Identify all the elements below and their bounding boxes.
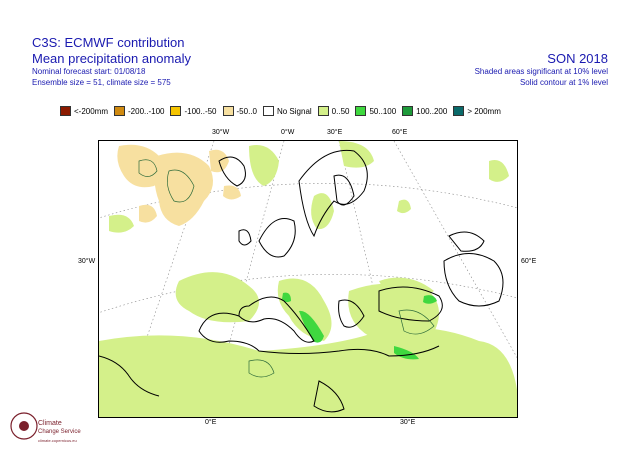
coastline: [258, 218, 296, 258]
legend-item: -200..-100: [114, 106, 164, 116]
wet-anomaly-patch: [489, 160, 509, 182]
logo-text-climate: Climate: [38, 420, 62, 427]
legend-label: No Signal: [276, 106, 312, 116]
wet-anomaly-patch: [109, 214, 134, 233]
coastline: [333, 174, 355, 206]
coastline: [448, 231, 485, 252]
wet-anomaly-patch: [348, 283, 439, 345]
contour: [248, 359, 275, 378]
legend-label: > 200mm: [467, 106, 501, 116]
wet-anomaly-patch: [397, 199, 411, 214]
coastline: [218, 156, 246, 187]
legend-swatch: [317, 106, 329, 116]
legend-item: 50..100: [355, 106, 396, 116]
wet-anomaly-patch: [277, 278, 332, 341]
contour-significance-note: Solid contour at 1% level: [519, 78, 608, 87]
legend-label: 0..50: [331, 106, 350, 116]
coastline: [198, 312, 440, 357]
logo-text-url: climate.copernicus.eu: [38, 438, 77, 443]
anomaly-map: [98, 140, 518, 418]
legend-item: 100..200: [402, 106, 447, 116]
legend-item: <-200mm: [60, 106, 108, 116]
dry-anomaly-patch: [223, 185, 241, 200]
wet-anomaly-patch: [339, 141, 374, 168]
legend-swatch: [355, 106, 367, 116]
legend-swatch: [262, 106, 274, 116]
wet-anomaly-patch: [311, 193, 334, 230]
legend-item: No Signal: [262, 106, 312, 116]
coastlines: [99, 149, 504, 413]
coastline: [338, 299, 365, 328]
coastline: [378, 286, 443, 322]
legend-item: > 200mm: [453, 106, 501, 116]
chart-subtitle: Mean precipitation anomaly: [32, 51, 191, 66]
legend-swatch: [60, 106, 71, 116]
legend-label: 100..200: [416, 106, 448, 116]
legend-swatch: [453, 106, 465, 116]
shaded-significance-note: Shaded areas significant at 10% level: [474, 67, 608, 76]
dry-anomaly-patch: [139, 204, 157, 223]
bottom-label-30e: 30°E: [400, 419, 416, 426]
legend-label: -100..-50: [184, 106, 217, 116]
ensemble-size-text: Ensemble size = 51, climate size = 575: [32, 78, 171, 87]
copernicus-logo: [10, 412, 38, 440]
legend-item: -100..-50: [170, 106, 217, 116]
forecast-start-text: Nominal forecast start: 01/08/18: [32, 67, 146, 76]
legend-label: -50..0: [236, 106, 257, 116]
strong-wet-patch: [423, 295, 437, 304]
coastline: [443, 253, 504, 307]
wet-anomaly-patch: [379, 277, 434, 300]
graticule-line: [99, 183, 517, 219]
contour: [398, 309, 435, 335]
wet-anomaly-areas: [99, 141, 517, 417]
legend-swatch: [114, 106, 126, 116]
coastline: [99, 355, 160, 397]
coastline: [238, 229, 252, 246]
lon-label-60e: 60°E: [392, 129, 408, 136]
dry-anomaly-patch: [117, 144, 163, 188]
significance-contours: [138, 159, 435, 378]
logo-core: [19, 421, 29, 431]
dry-anomaly-patch: [154, 152, 213, 226]
wet-anomaly-patch: [99, 327, 517, 417]
chart-title: C3S: ECMWF contribution: [32, 35, 185, 50]
coastline: [298, 149, 368, 238]
strong-wet-patch: [299, 310, 324, 343]
legend-swatch: [170, 106, 182, 116]
left-edge-label: 30°W: [78, 258, 96, 265]
map-canvas: [99, 141, 517, 417]
logo-text-service: Change Service: [38, 429, 81, 435]
lon-label-0: 0°W: [281, 129, 295, 136]
wet-anomaly-patch: [175, 272, 259, 323]
contour: [138, 159, 158, 177]
legend-swatch: [402, 106, 414, 116]
coastline: [313, 380, 345, 413]
color-legend: <-200mm -200..-100 -100..-50 -50..0 No S…: [60, 106, 507, 116]
season-label: SON 2018: [547, 51, 608, 66]
legend-label: -200..-100: [128, 106, 165, 116]
contour: [167, 169, 195, 203]
legend-item: 0..50: [317, 106, 350, 116]
strong-wet-patch: [282, 292, 291, 303]
legend-swatch: [222, 106, 234, 116]
right-edge-label: 60°E: [521, 258, 537, 265]
graticule-line: [99, 274, 517, 314]
bottom-label-0e: 0°E: [205, 419, 217, 426]
legend-item: -50..0: [222, 106, 257, 116]
wet-anomaly-patch: [249, 145, 279, 186]
dry-anomaly-areas: [117, 144, 241, 226]
legend-label: <-200mm: [74, 106, 109, 116]
lon-label-30w: 30°W: [212, 129, 230, 136]
legend-label: 50..100: [369, 106, 397, 116]
lon-label-30e: 30°E: [327, 129, 343, 136]
logo-ring: [10, 412, 38, 440]
